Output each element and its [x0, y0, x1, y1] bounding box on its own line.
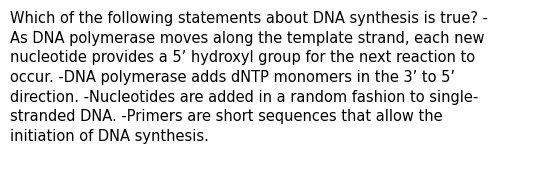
- Text: Which of the following statements about DNA synthesis is true? -
As DNA polymera: Which of the following statements about …: [10, 11, 488, 144]
